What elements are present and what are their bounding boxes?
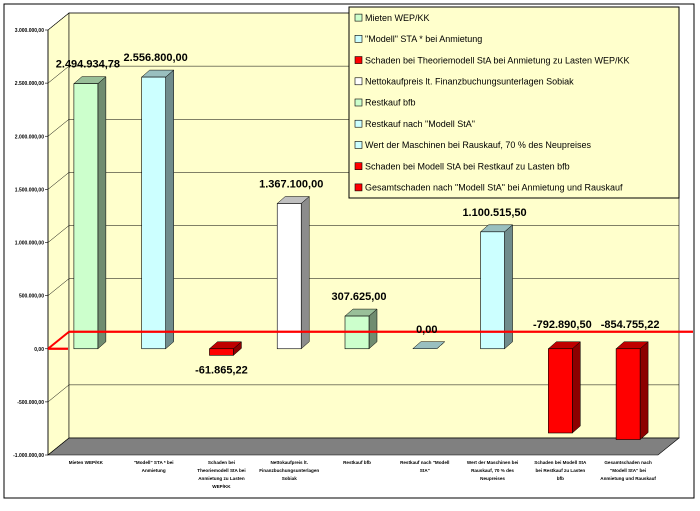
- bar-front: [73, 83, 99, 350]
- y-tick-label: -1.000.000,00: [13, 453, 44, 459]
- y-tick-label: 1.500.000,00: [15, 187, 44, 193]
- bar-8: [547, 341, 581, 434]
- legend-item-7: Wert der Maschinen bei Rauskauf, 70 % de…: [354, 140, 591, 150]
- x-category-label-3: Schaden bei Theoriemodell StA bei Anmietun…: [197, 460, 245, 489]
- data-label-3: -61.865,22: [195, 364, 248, 376]
- legend-label: Restkauf bfb: [365, 98, 416, 108]
- legend-label: Mieten WEP/KK: [365, 13, 430, 23]
- legend-label: "Modell" STA * bei Anmietung: [365, 34, 482, 44]
- bar-side: [639, 341, 649, 441]
- legend-swatch: [354, 141, 363, 149]
- legend-label: Nettokaufpreis lt. Finanzbuchungsunterla…: [365, 76, 574, 86]
- data-label-7: 1.100.515,50: [462, 207, 526, 219]
- x-category-label-7: Wert der Maschinen bei Rauskauf, 70 % des…: [467, 460, 518, 481]
- gridline-side: [47, 12, 70, 31]
- legend-swatch: [354, 162, 363, 170]
- floor: [47, 437, 680, 456]
- bar-side: [572, 341, 581, 434]
- legend-item-2: "Modell" STA * bei Anmietung: [354, 34, 482, 44]
- gridline-side: [47, 119, 70, 137]
- bar-3: [208, 341, 243, 356]
- data-label-4: 1.367.100,00: [259, 178, 323, 190]
- legend-item-4: Nettokaufpreis lt. Finanzbuchungsunterla…: [354, 76, 574, 86]
- data-label-8: -792.890,50: [533, 319, 592, 331]
- x-category-label-1: Mieten WEP/KK: [69, 460, 104, 465]
- bar-front: [548, 348, 573, 434]
- bar-4: [276, 195, 310, 350]
- data-label-9: -854.755,22: [601, 319, 660, 331]
- gridline-side: [47, 437, 70, 456]
- gridline-side: [47, 65, 70, 84]
- gridline-side: [47, 172, 70, 190]
- bar-2: [141, 69, 175, 350]
- legend-swatch: [354, 119, 363, 128]
- y-tick-label: 0,00: [34, 347, 44, 353]
- legend-item-8: Schaden bei Modell StA bei Restkauf zu L…: [354, 161, 570, 171]
- x-category-label-8: Schaden bei Modell StA bei Restkauf zu La…: [534, 460, 587, 481]
- bar-5: [344, 308, 378, 350]
- zero-line-side: [47, 330, 70, 350]
- y-tick-label: 2.500.000,00: [15, 81, 44, 87]
- legend-swatch: [354, 77, 363, 86]
- legend-item-5: Restkauf bfb: [354, 98, 416, 108]
- y-tick-label: 2.000.000,00: [15, 134, 44, 140]
- bar-front: [209, 348, 234, 356]
- data-label-5: 307.625,00: [331, 291, 386, 303]
- y-tick-label: -500.000,00: [17, 400, 44, 406]
- gridline-side: [47, 278, 70, 296]
- bar-side: [504, 224, 513, 350]
- data-label-6: 0,00: [416, 324, 437, 336]
- data-label-2: 2.556.800,00: [124, 52, 188, 64]
- gridline-side: [47, 225, 70, 243]
- legend-item-6: Restkauf nach "Modell StA": [354, 119, 475, 129]
- legend-item-3: Schaden bei Theoriemodell StA bei Anmiet…: [354, 55, 630, 65]
- bar-front: [141, 76, 166, 350]
- y-tick-label: 3.000.000,00: [15, 28, 44, 34]
- y-tick-label: 1.000.000,00: [15, 241, 44, 247]
- bar-side: [165, 69, 174, 350]
- gridline-side: [47, 384, 70, 403]
- bar-side: [300, 195, 310, 350]
- legend-label: Restkauf nach "Modell StA": [365, 119, 475, 129]
- legend-swatch: [354, 183, 363, 192]
- bar-9: [615, 341, 649, 441]
- bar-front: [480, 231, 505, 350]
- legend-item-9: Gesamtschaden nach "Modell StA" bei Anmi…: [354, 183, 623, 193]
- x-category-label-2: "Modell" STA * bei Anmietung: [134, 460, 174, 473]
- legend-label: Gesamtschaden nach "Modell StA" bei Anmi…: [365, 183, 623, 193]
- legend-swatch: [354, 13, 363, 22]
- legend-box: [348, 6, 680, 199]
- y-tick-label: 500.000,00: [19, 294, 44, 300]
- legend-label: Schaden bei Theoriemodell StA bei Anmiet…: [365, 55, 630, 65]
- legend-item-1: Mieten WEP/KK: [354, 13, 430, 23]
- legend-swatch: [354, 98, 363, 107]
- data-label-1: 2.494.934,78: [56, 59, 120, 71]
- bar-1: [73, 76, 107, 350]
- x-category-label-9: Gesamtschaden nach "Modell StA" bei Anmiet…: [600, 460, 656, 481]
- legend-label: Wert der Maschinen bei Rauskauf, 70 % de…: [365, 140, 591, 150]
- x-category-label-6: Restkauf nach "Modell StA": [400, 460, 449, 473]
- bar-front: [615, 348, 641, 440]
- x-category-label-5: Restkauf bfb: [343, 460, 371, 465]
- legend-label: Schaden bei Modell StA bei Restkauf zu L…: [365, 161, 570, 171]
- legend-swatch: [354, 35, 363, 43]
- bar-side: [97, 76, 107, 350]
- bar-front: [276, 203, 302, 350]
- legend-swatch: [354, 56, 363, 64]
- bar-top: [412, 341, 446, 349]
- bar-6: [412, 341, 446, 349]
- x-category-label-4: Nettokaufpreis lt. Finanzbuchungsunterlag…: [259, 460, 319, 481]
- bar-7: [479, 224, 514, 350]
